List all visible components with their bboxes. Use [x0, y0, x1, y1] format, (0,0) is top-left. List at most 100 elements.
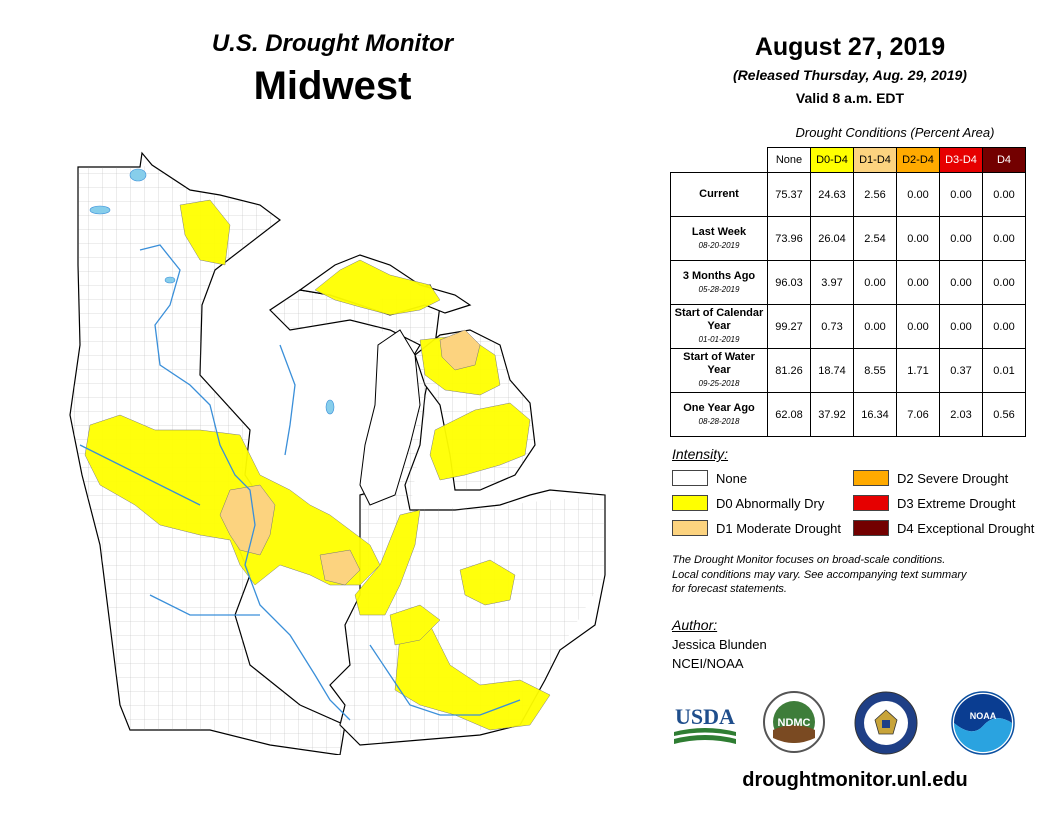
legend-swatch: [672, 520, 708, 536]
noaa-logo-text: NOAA: [970, 711, 997, 721]
table-cell: 81.26: [767, 348, 811, 393]
legend-item: D4 Exceptional Drought: [853, 520, 1034, 536]
author-org: NCEI/NOAA: [672, 656, 744, 671]
table-cell: 2.56: [853, 172, 897, 217]
map-title: U.S. Drought Monitor: [211, 30, 454, 57]
noaa-logo: NOAA: [951, 691, 1015, 755]
table-cell: 75.37: [767, 172, 811, 217]
table-cell: 2.03: [939, 392, 983, 437]
legend-swatch: [853, 470, 889, 486]
ndmc-logo: NDMC: [763, 691, 825, 753]
row-date: 09-25-2018: [698, 379, 740, 388]
row-label: One Year Ago 08-28-2018: [670, 392, 768, 437]
column-header: None: [767, 147, 811, 173]
table-cell: 62.08: [767, 392, 811, 437]
row-date: 05-28-2019: [698, 284, 740, 294]
legend-item: D3 Extreme Drought: [853, 495, 1016, 511]
table-cell: 0.00: [853, 304, 897, 349]
table-cell: 0.00: [939, 172, 983, 217]
legend-item: D2 Severe Drought: [853, 470, 1008, 486]
note-line: The Drought Monitor focuses on broad-sca…: [672, 554, 946, 566]
website-link[interactable]: droughtmonitor.unl.edu: [742, 769, 968, 791]
note-line: Local conditions may vary. See accompany…: [672, 568, 967, 581]
legend-title: Intensity:: [672, 446, 729, 462]
table-cell: 0.73: [810, 304, 854, 349]
table-cell: 0.00: [939, 260, 983, 305]
valid-time: Valid 8 a.m. EDT: [795, 90, 905, 106]
rivers: [79, 244, 521, 721]
row-date: 01-01-2019: [698, 335, 740, 344]
table-cell: 0.00: [853, 260, 897, 305]
column-header: D3-D4: [939, 147, 983, 173]
table-cell: 0.00: [939, 216, 983, 261]
table-cell: 3.97: [810, 260, 854, 305]
legend-label: None: [716, 470, 748, 486]
row-label-text: Current: [699, 188, 739, 200]
legend-item: D1 Moderate Drought: [672, 520, 841, 536]
drought-conditions-table: None D0-D4 D1-D4 D2-D4 D3-D4 D4 Current 7…: [670, 147, 1026, 437]
table-cell: 99.27: [767, 304, 811, 349]
legend-item: D0 Abnormally Dry: [672, 495, 824, 511]
table-cell: 24.63: [810, 172, 854, 217]
table-cell: 0.00: [982, 260, 1026, 305]
row-label-text: Last Week: [691, 225, 747, 238]
row-label-text: 3 Months Ago: [682, 269, 756, 282]
legend-item: None: [672, 470, 747, 486]
row-label: Last Week 08-20-2019: [670, 216, 768, 261]
table-cell: 18.74: [810, 348, 854, 393]
table-cell: 2.54: [853, 216, 897, 261]
table-cell: 0.01: [982, 348, 1026, 393]
legend-swatch: [672, 470, 708, 486]
table-cell: 16.34: [853, 392, 897, 437]
ndmc-logo-text: NDMC: [778, 717, 811, 729]
d1-moderate-drought: [219, 329, 481, 586]
table-row: One Year Ago 08-28-2018 62.08 37.92 16.34 7.0…: [670, 392, 1026, 437]
legend-label: D2 Severe Drought: [897, 470, 1009, 486]
table-cell: 0.37: [939, 348, 983, 393]
table-row: Last Week 08-20-2019 73.96 26.04 2.54 0.00 0.0…: [670, 216, 1026, 261]
column-header: D2-D4: [896, 147, 940, 173]
drought-map: [69, 151, 606, 755]
table-cell: 0.00: [896, 216, 940, 261]
row-label: Start of Water Year 09-25-2018: [670, 348, 768, 393]
usda-logo-text: USDA: [675, 704, 735, 729]
table-corner: [671, 148, 768, 173]
legend-swatch: [672, 495, 708, 511]
great-lakes: [359, 329, 421, 506]
release-date: (Released Thursday, Aug. 29, 2019): [733, 67, 967, 83]
row-label: Current: [670, 172, 768, 217]
table-cell: 0.00: [982, 216, 1026, 261]
author-heading: Author:: [672, 617, 718, 633]
table-cell: 1.71: [896, 348, 940, 393]
row-label-text: One Year Ago: [683, 401, 755, 414]
column-header: D1-D4: [853, 147, 897, 173]
table-header-row: None D0-D4 D1-D4 D2-D4 D3-D4 D4: [671, 147, 1026, 173]
note-line: for forecast statements.: [672, 583, 787, 595]
map-date: August 27, 2019: [754, 33, 946, 61]
table-cell: 96.03: [767, 260, 811, 305]
usda-logo: USDA: [674, 704, 736, 744]
column-header: D4: [982, 147, 1026, 173]
lakes-small: [89, 168, 335, 415]
table-cell: 0.00: [896, 172, 940, 217]
table-cell: 8.55: [853, 348, 897, 393]
legend-label: D3 Extreme Drought: [897, 495, 1016, 511]
column-header: D0-D4: [810, 147, 854, 173]
table-cell: 0.56: [982, 392, 1026, 437]
table-cell: 0.00: [939, 304, 983, 349]
legend-label: D0 Abnormally Dry: [716, 495, 825, 511]
row-label: Start of Calendar Year 01-01-2019: [670, 304, 768, 349]
row-label: 3 Months Ago 05-28-2019: [670, 260, 768, 305]
table-row: Start of Calendar Year 01-01-2019 99.27 0.7…: [670, 304, 1026, 349]
row-label-text: Start of Water Year: [683, 351, 755, 376]
legend-swatch: [853, 495, 889, 511]
region-title: Midwest: [253, 64, 412, 108]
doc-seal-logo: [854, 691, 918, 755]
table-cell: 0.00: [982, 172, 1026, 217]
table-row: Current 75.37 24.63 2.56 0.00 0.00 0.00: [670, 172, 1026, 217]
table-cell: 0.00: [982, 304, 1026, 349]
disclaimer-note: The Drought Monitor focuses on broad-sca…: [672, 553, 1032, 597]
row-date: 08-20-2019: [698, 240, 740, 250]
table-cell: 0.00: [896, 304, 940, 349]
row-label-text: Start of Calendar Year: [674, 307, 764, 332]
